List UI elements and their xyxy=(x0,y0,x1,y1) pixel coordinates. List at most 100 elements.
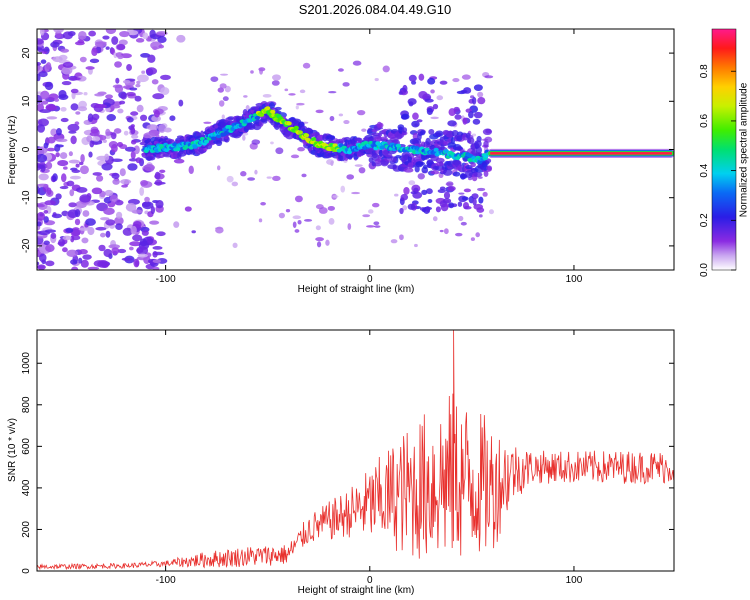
spectrogram-cell xyxy=(100,217,110,221)
spectrogram-cell xyxy=(403,187,410,195)
spectrogram-cell xyxy=(483,140,489,148)
spectrogram-cell xyxy=(104,189,114,197)
spectrogram-cell xyxy=(447,186,456,192)
spectrogram-cell xyxy=(247,177,256,181)
spectrogram-cell xyxy=(402,84,408,93)
spectrogram-cell xyxy=(50,232,57,239)
spectrogram-cell xyxy=(53,29,65,34)
spectrogram-cell xyxy=(71,169,81,174)
spectrogram-cell xyxy=(270,109,276,114)
spectrogram-cell xyxy=(485,128,492,134)
tone-core xyxy=(490,152,672,155)
spectrogram-cell xyxy=(119,30,130,38)
spectrogram-cell xyxy=(214,227,223,230)
spectrogram-cell xyxy=(136,246,149,255)
spectrogram-cell xyxy=(476,207,485,213)
spectrogram-cell xyxy=(343,120,350,125)
spectrogram-cell xyxy=(379,136,388,142)
spectrogram-cell xyxy=(184,206,192,212)
spectrogram-cell xyxy=(395,143,401,148)
spectrogram-cell xyxy=(70,77,81,81)
spectrogram-cell xyxy=(102,139,107,143)
spectrogram-cell xyxy=(292,221,297,228)
x-tick-label: -100 xyxy=(156,575,176,586)
spectrogram-cell xyxy=(106,114,116,122)
spectrogram-cell xyxy=(262,94,272,98)
spectrogram-cell xyxy=(152,250,158,258)
spectrogram-cell xyxy=(152,259,161,264)
spectrogram-cell xyxy=(378,122,384,128)
spectrogram-cell xyxy=(421,189,428,195)
spectrogram-cell xyxy=(67,123,80,132)
spectrogram-cell xyxy=(158,123,166,133)
spectrogram-cell xyxy=(149,29,156,38)
spectrogram-cell xyxy=(430,170,440,175)
spectrogram-cell xyxy=(103,248,112,258)
spectrogram-cell xyxy=(50,41,60,48)
spectrogram-cell xyxy=(43,240,50,246)
spectrogram-cell xyxy=(461,74,471,80)
spectrogram-cell xyxy=(373,136,383,142)
snr-y-label: SNR (10 * v/v) xyxy=(7,418,18,482)
spectrogram-cell xyxy=(108,105,121,109)
spectrogram-cell xyxy=(203,121,212,124)
snr-series-line xyxy=(37,330,674,571)
spectrogram-cell xyxy=(57,160,69,167)
spectrogram-x-label: Height of straight line (km) xyxy=(298,284,415,295)
spectrogram-cell xyxy=(136,104,144,113)
spectrogram-cell xyxy=(472,118,481,125)
x-tick-label: 100 xyxy=(566,274,583,285)
spectrogram-cell xyxy=(115,77,120,84)
spectrogram-cell xyxy=(154,171,161,180)
spectrogram-cell xyxy=(435,206,441,213)
spectrogram-cell xyxy=(78,161,84,166)
spectrogram-cell xyxy=(254,115,261,120)
spectrogram-cell xyxy=(117,248,127,254)
spectrogram-cell xyxy=(122,227,133,236)
spectrogram-cell xyxy=(159,169,166,174)
spectrogram-cell xyxy=(477,187,486,192)
spectrogram-cell xyxy=(218,100,225,107)
spectrogram-cell xyxy=(150,206,156,215)
spectrogram-cell xyxy=(114,199,124,206)
spectrogram-cell xyxy=(222,96,229,102)
spectrogram-cell xyxy=(482,191,488,197)
spectrogram-cell xyxy=(394,193,399,197)
spectrogram-cell xyxy=(415,161,424,168)
spectrogram-cell xyxy=(85,218,96,226)
spectrogram-cell xyxy=(101,163,113,171)
spectrogram-cell xyxy=(439,229,444,233)
spectrogram-cell xyxy=(293,125,299,130)
colorbar-axes: 0.0 0.2 0.4 0.6 0.8 xyxy=(699,64,736,277)
spectrogram-cell xyxy=(160,74,171,80)
spectrogram-cell xyxy=(173,221,180,228)
spectrogram-cell xyxy=(351,191,361,195)
spectrogram-cell xyxy=(374,77,379,82)
spectrogram-cell xyxy=(81,237,89,244)
spectrogram-cell xyxy=(111,36,119,45)
spectrogram-cell xyxy=(78,257,83,264)
spectrogram-cell xyxy=(45,103,57,111)
spectrogram-cell xyxy=(45,260,55,267)
spectrogram-cell xyxy=(326,159,335,165)
snr-x-label: Height of straight line (km) xyxy=(298,585,415,596)
spectrogram-cell xyxy=(400,193,409,201)
spectrogram-cell xyxy=(135,157,142,164)
spectrogram-cell xyxy=(467,137,475,145)
spectrogram-cell xyxy=(153,109,160,118)
spectrogram-cell xyxy=(55,138,68,143)
spectrogram-cell xyxy=(316,241,322,248)
spectrogram-cell xyxy=(76,75,87,82)
spectrogram-cell xyxy=(141,70,146,74)
spectrogram-cell xyxy=(417,173,425,180)
spectrogram-cell xyxy=(40,100,49,105)
spectrogram-cell xyxy=(79,194,91,203)
spectrogram-cell xyxy=(285,208,291,213)
spectrogram-cell xyxy=(457,165,462,171)
y-tick-label: -10 xyxy=(21,190,32,205)
spectrogram-cell xyxy=(139,186,145,196)
spectrogram-cell xyxy=(329,116,335,122)
spectrogram-cell xyxy=(68,130,77,134)
spectrogram-cell xyxy=(156,31,168,36)
spectrogram-cell xyxy=(121,257,133,261)
